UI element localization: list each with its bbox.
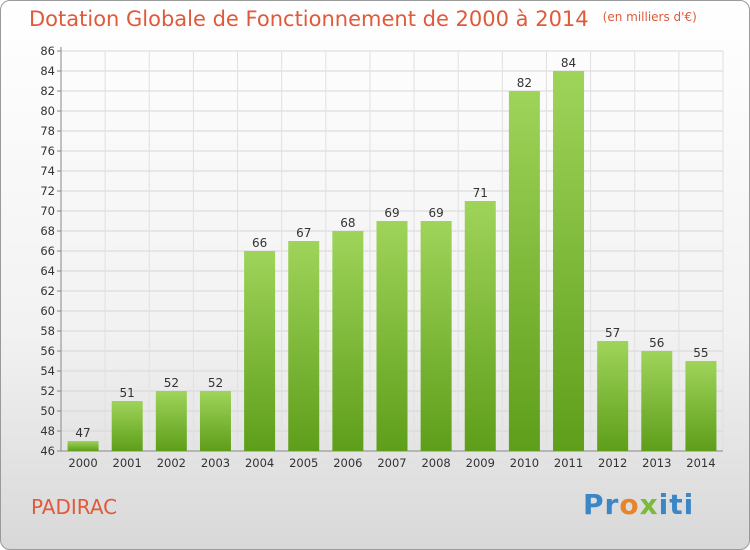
y-tick-label: 68 [40, 224, 55, 238]
data-label-2001: 51 [120, 386, 135, 400]
data-label-2014: 55 [693, 346, 708, 360]
y-tick-label: 46 [40, 444, 55, 458]
data-label-2005: 67 [296, 226, 311, 240]
y-tick-label: 70 [40, 204, 55, 218]
data-label-2000: 47 [75, 426, 90, 440]
bar-2001 [111, 401, 143, 451]
data-label-2004: 66 [252, 236, 267, 250]
data-label-2011: 84 [561, 56, 576, 70]
y-tick-label: 58 [40, 324, 55, 338]
data-label-2010: 82 [517, 76, 532, 90]
x-tick-label-2006: 2006 [333, 456, 362, 470]
y-tick-label: 80 [40, 104, 55, 118]
y-tick-label: 64 [40, 264, 55, 278]
bar-2012 [597, 341, 629, 451]
logo-part-2: o [619, 488, 640, 521]
bar-2005 [288, 241, 320, 451]
x-tick-label-2002: 2002 [157, 456, 186, 470]
bar-2008 [420, 221, 452, 451]
logo-part-1: Pr [583, 488, 620, 521]
data-label-2013: 56 [649, 336, 664, 350]
logo-part-3: x [639, 488, 659, 521]
data-label-2006: 68 [340, 216, 355, 230]
bar-2007 [376, 221, 408, 451]
y-tick-label: 60 [40, 304, 55, 318]
bar-2006 [332, 231, 364, 451]
chart-title-text: Dotation Globale de Fonctionnement de 20… [29, 7, 589, 31]
x-tick-label-2005: 2005 [289, 456, 318, 470]
y-tick-label: 52 [40, 384, 55, 398]
y-tick-label: 74 [40, 164, 55, 178]
bar-2003 [199, 391, 231, 451]
y-tick-label: 48 [40, 424, 55, 438]
x-tick-label-2009: 2009 [466, 456, 495, 470]
bar-2002 [155, 391, 187, 451]
x-tick-label-2012: 2012 [598, 456, 627, 470]
x-tick-label-2001: 2001 [113, 456, 142, 470]
x-tick-label-2008: 2008 [421, 456, 450, 470]
bar-2011 [553, 71, 585, 451]
y-tick-label: 62 [40, 284, 55, 298]
y-tick-label: 84 [40, 64, 55, 78]
y-tick-label: 56 [40, 344, 55, 358]
bar-2013 [641, 351, 673, 451]
data-label-2003: 52 [208, 376, 223, 390]
y-tick-label: 76 [40, 144, 55, 158]
x-tick-label-2014: 2014 [686, 456, 715, 470]
proxiti-logo: Proxiti [583, 488, 694, 521]
data-label-2002: 52 [164, 376, 179, 390]
bar-2004 [244, 251, 276, 451]
bar-2009 [464, 201, 496, 451]
x-tick-label-2000: 2000 [68, 456, 97, 470]
x-tick-label-2011: 2011 [554, 456, 583, 470]
chart-title: Dotation Globale de Fonctionnement de 20… [29, 7, 697, 31]
commune-name: PADIRAC [31, 495, 118, 519]
data-label-2007: 69 [384, 206, 399, 220]
logo-part-4: iti [658, 488, 695, 521]
tick-labels: 46 48 50 52 54 56 58 60 62 64 66 68 70 72 74 76 78 80 82 84… [40, 44, 715, 470]
x-tick-label-2010: 2010 [510, 456, 539, 470]
data-label-2012: 57 [605, 326, 620, 340]
bar-2014 [685, 361, 717, 451]
x-tick-label-2013: 2013 [642, 456, 671, 470]
data-label-2008: 69 [428, 206, 443, 220]
bar-2000 [67, 441, 99, 451]
chart-subtitle: (en milliers d'€) [602, 10, 697, 24]
y-tick-label: 86 [40, 44, 55, 58]
y-tick-label: 50 [40, 404, 55, 418]
x-tick-label-2003: 2003 [201, 456, 230, 470]
y-tick-label: 54 [40, 364, 55, 378]
data-label-2009: 71 [473, 186, 488, 200]
y-tick-label: 66 [40, 244, 55, 258]
y-tick-label: 78 [40, 124, 55, 138]
x-tick-label-2004: 2004 [245, 456, 274, 470]
data-labels: 47 51 52 52 66 67 68 69 69 71 82 84 57 56 55 [75, 56, 708, 440]
y-tick-label: 72 [40, 184, 55, 198]
y-tick-label: 82 [40, 84, 55, 98]
x-tick-label-2007: 2007 [377, 456, 406, 470]
bar-2010 [508, 91, 540, 451]
bars [67, 71, 717, 451]
